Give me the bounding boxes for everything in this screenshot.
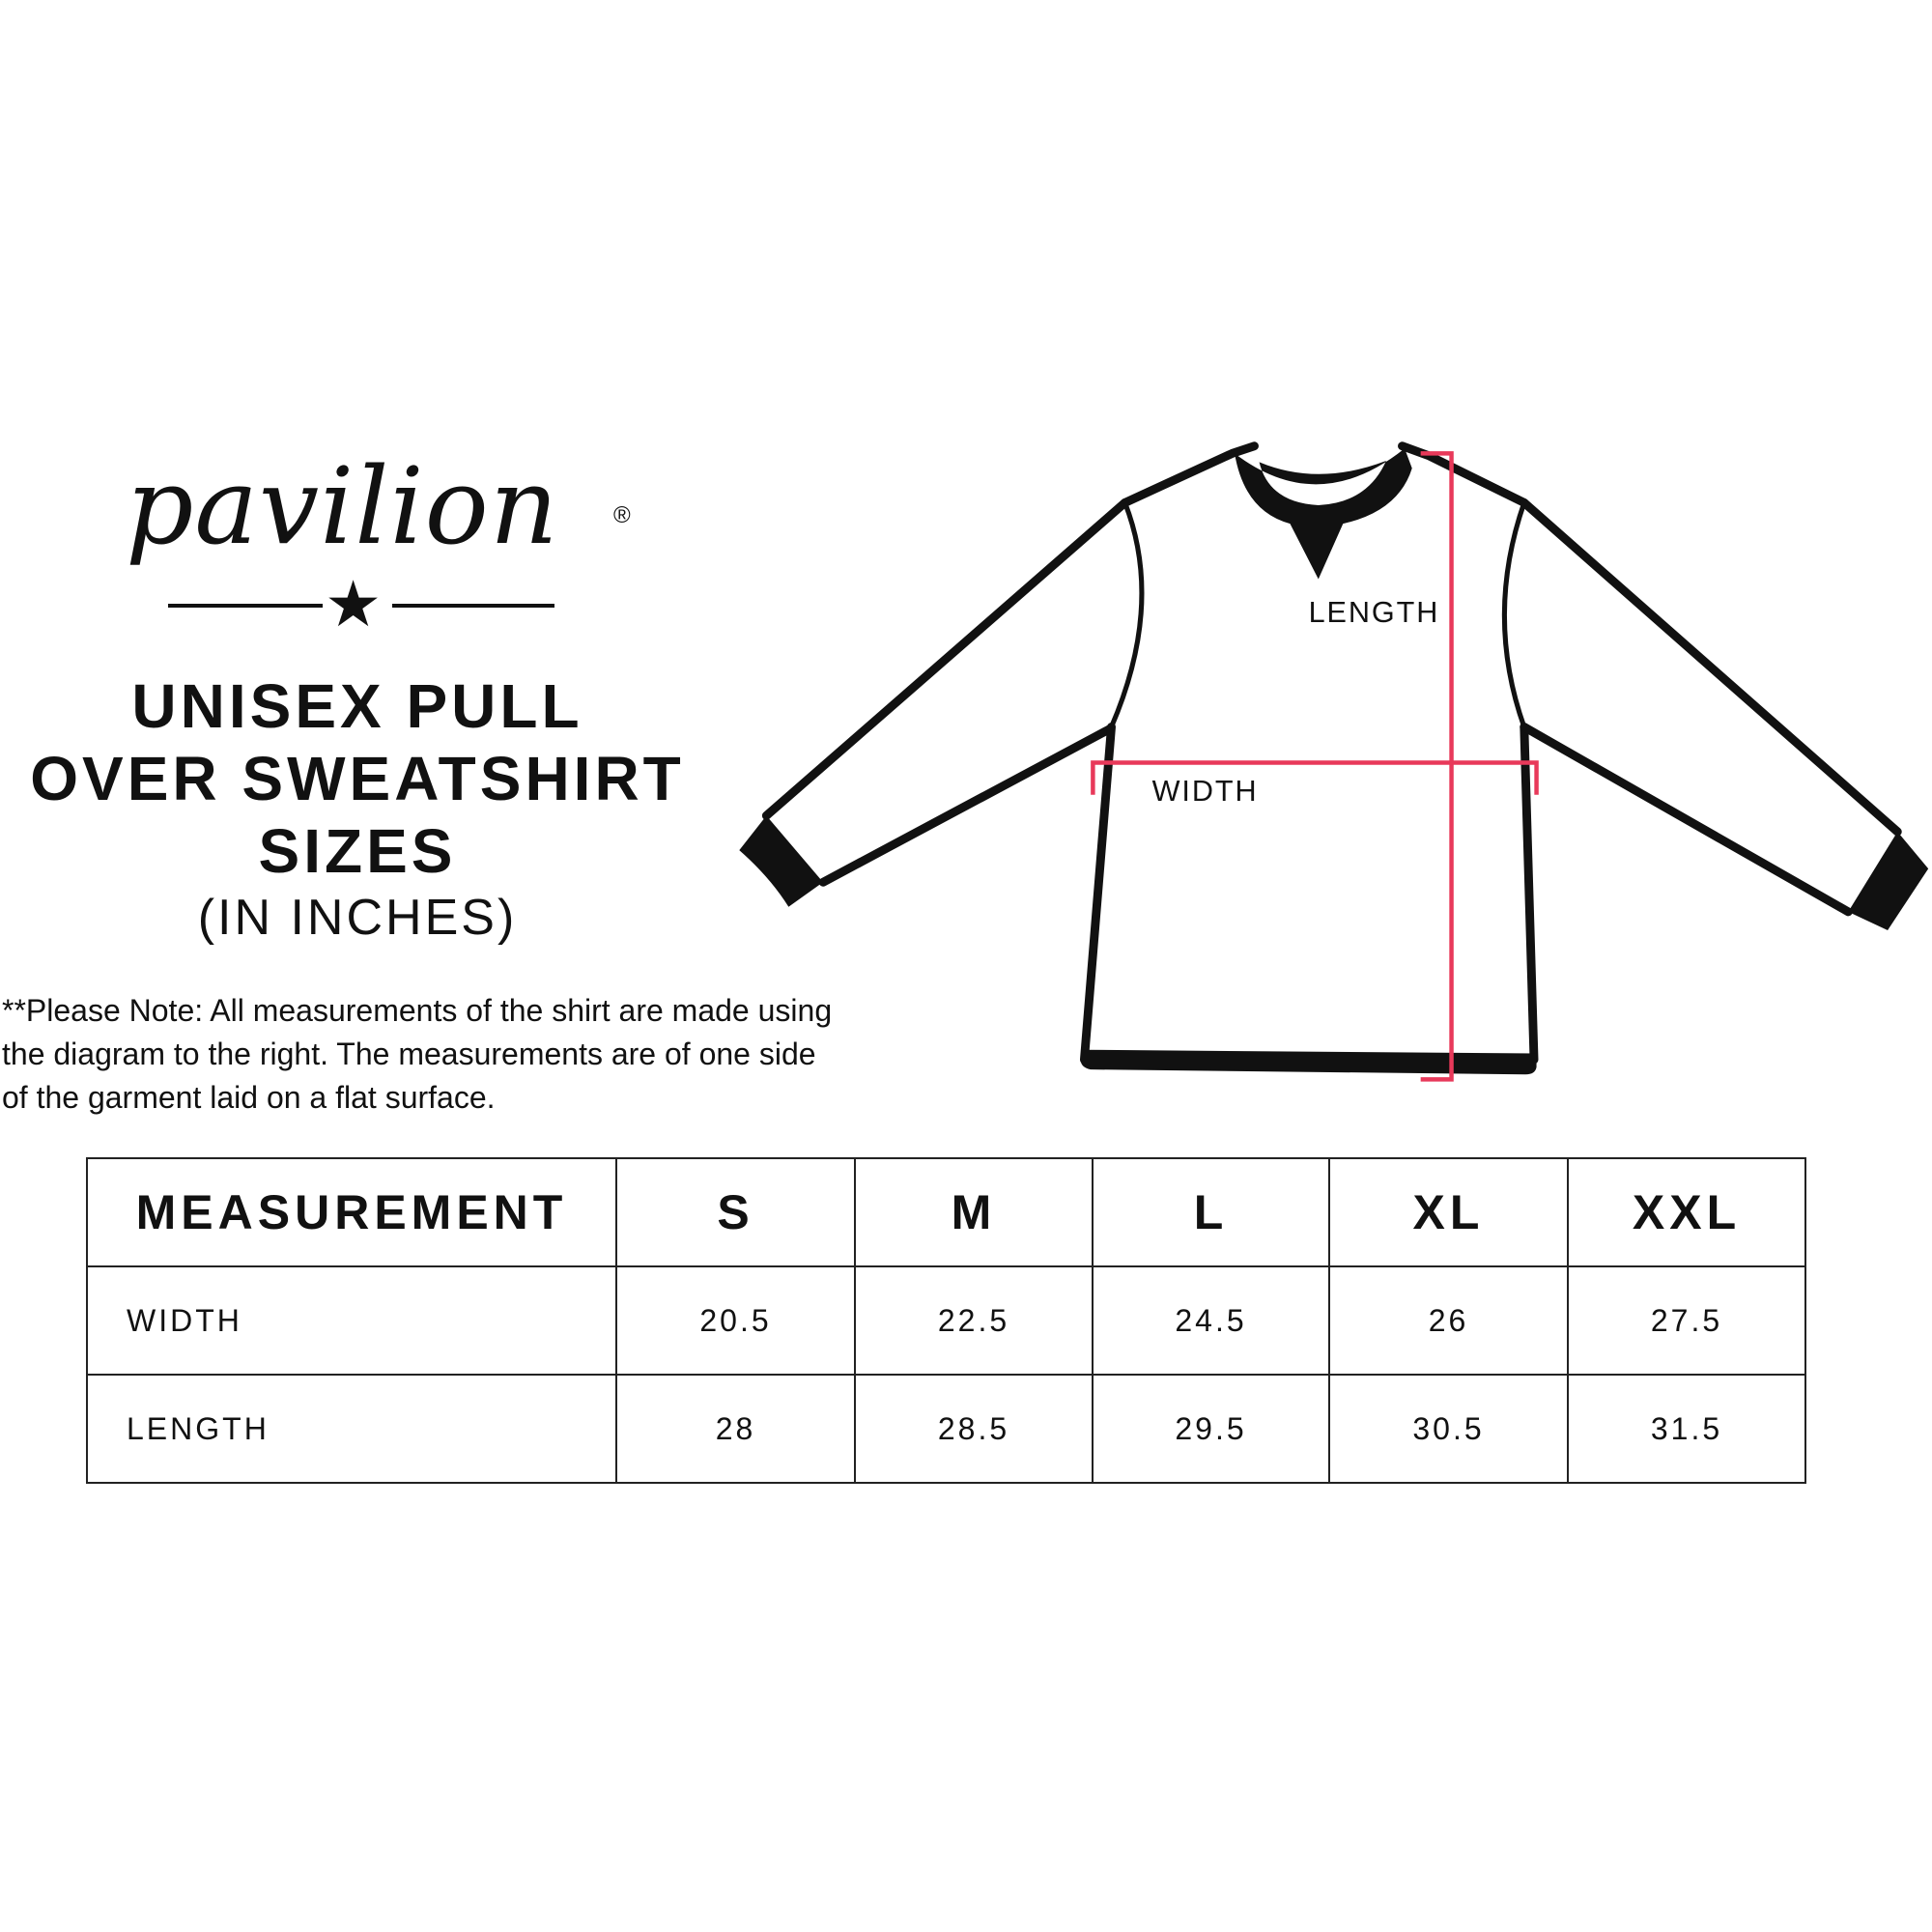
cell: 30.5 (1328, 1374, 1569, 1484)
registered-mark: ® (613, 502, 631, 528)
length-label: LENGTH (1309, 596, 1440, 629)
width-label: WIDTH (1152, 775, 1259, 808)
cell: 28 (615, 1374, 856, 1484)
collar (1235, 448, 1412, 580)
cell: 27.5 (1567, 1265, 1806, 1376)
row-label-width: WIDTH (86, 1265, 617, 1376)
title-line-3: SIZES (258, 816, 457, 886)
logo-rule-right (392, 604, 554, 608)
table-row: WIDTH 20.5 22.5 24.5 26 27.5 (86, 1265, 1806, 1376)
title-line-1: UNISEX PULL (131, 671, 583, 741)
pavilion-logo: pavilion ® ★ (106, 435, 647, 647)
cell: 24.5 (1092, 1265, 1330, 1376)
cell: 22.5 (854, 1265, 1094, 1376)
cell: 29.5 (1092, 1374, 1330, 1484)
cell: 20.5 (615, 1265, 856, 1376)
table-header-row: MEASUREMENT S M L XL XXL (86, 1157, 1806, 1267)
star-icon: ★ (325, 568, 383, 639)
left-cuff (739, 815, 824, 907)
cell: 31.5 (1567, 1374, 1806, 1484)
units-subtitle: (IN INCHES) (197, 890, 518, 946)
logo-rule-left (168, 604, 323, 608)
cell: 26 (1328, 1265, 1569, 1376)
hem-band (1080, 1049, 1537, 1075)
measurement-guides (1091, 451, 1539, 1082)
row-label-length: LENGTH (86, 1374, 617, 1484)
right-cuff (1848, 831, 1929, 931)
header-size-xxl: XXL (1567, 1157, 1806, 1267)
header-size-s: S (615, 1157, 856, 1267)
size-chart-table: MEASUREMENT S M L XL XXL WIDTH 20.5 22.5… (86, 1157, 1806, 1484)
title-line-2: OVER SWEATSHIRT (30, 744, 685, 813)
header-size-m: M (854, 1157, 1094, 1267)
table-row: LENGTH 28 28.5 29.5 30.5 31.5 (86, 1374, 1806, 1484)
note-line-2: the diagram to the right. The measuremen… (2, 1037, 816, 1071)
header-size-l: L (1092, 1157, 1330, 1267)
note-line-1: **Please Note: All measurements of the s… (2, 993, 833, 1028)
cell: 28.5 (854, 1374, 1094, 1484)
note-line-3: of the garment laid on a flat surface. (2, 1080, 496, 1115)
logo-wordmark: pavilion (126, 444, 559, 568)
sweatshirt-outline (761, 441, 1902, 1065)
header-measurement: MEASUREMENT (86, 1157, 617, 1267)
header-size-xl: XL (1328, 1157, 1569, 1267)
measurement-note: **Please Note: All measurements of the s… (2, 989, 832, 1120)
